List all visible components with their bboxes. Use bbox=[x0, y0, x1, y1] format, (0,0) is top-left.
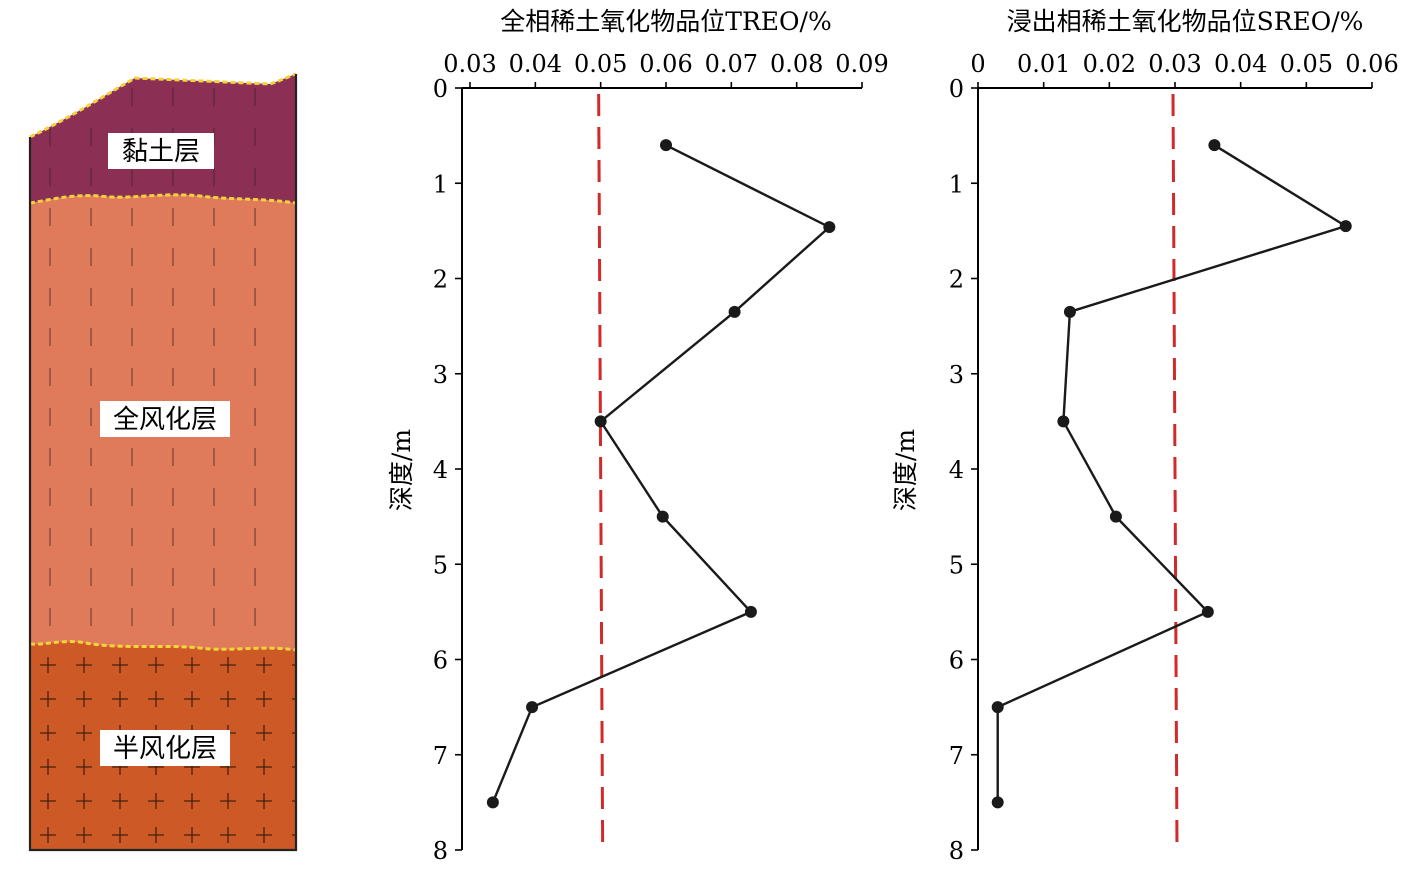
sreo-y-axis-label: 深度/m bbox=[891, 429, 920, 511]
fully-weathered-label-box bbox=[100, 401, 230, 437]
treo-data-point bbox=[656, 510, 669, 523]
treo-y-tick-label: 4 bbox=[433, 456, 448, 484]
treo-y-axis-label: 深度/m bbox=[387, 429, 416, 511]
treo-cutoff-line bbox=[597, 93, 605, 851]
weathering-profile: 黏土层 全风化层 半风化层 bbox=[28, 72, 298, 852]
sreo-data-point bbox=[1201, 605, 1214, 618]
treo-x-tick-label: 0.08 bbox=[770, 50, 823, 78]
treo-data-point bbox=[744, 605, 757, 618]
treo-data-point bbox=[660, 139, 672, 152]
treo-y-tick-label: 8 bbox=[433, 837, 448, 865]
sreo-y-tick-label: 7 bbox=[949, 742, 964, 770]
sreo-x-tick-label: 0.02 bbox=[1083, 50, 1136, 78]
surface-boundary-line bbox=[29, 72, 297, 139]
fully-weathered-layer-label: 全风化层 bbox=[113, 405, 217, 435]
treo-data-point bbox=[728, 305, 741, 318]
profile-outline bbox=[28, 74, 298, 852]
sreo-data-point bbox=[1339, 220, 1352, 233]
semi-weathered-layer-label: 半风化层 bbox=[113, 734, 217, 764]
sreo-y-tick-label: 6 bbox=[949, 647, 964, 675]
sreo-data-point bbox=[1063, 305, 1076, 318]
sreo-x-tick-label: 0.05 bbox=[1280, 50, 1333, 78]
sreo-x-tick-label: 0.06 bbox=[1345, 50, 1398, 78]
treo-x-tick-label: 0.03 bbox=[443, 50, 496, 78]
sreo-y-tick-label: 2 bbox=[949, 266, 964, 294]
treo-y-tick-label: 3 bbox=[433, 361, 448, 389]
treo-x-tick-label: 0.07 bbox=[705, 50, 758, 78]
clay-label-box bbox=[108, 133, 214, 169]
sreo-y-tick-label: 4 bbox=[949, 456, 964, 484]
treo-x-tick-label: 0.04 bbox=[509, 50, 562, 78]
sreo-depth-chart: 浸出相稀土氧化物品位SREO/% 0 0.01 0.02 0.03 0.04 0.05 0.0… bbox=[891, 7, 1399, 865]
treo-series-line bbox=[491, 144, 832, 803]
sreo-data-point bbox=[1109, 510, 1122, 523]
treo-chart-title: 全相稀土氧化物品位TREO/% bbox=[500, 7, 831, 36]
sreo-data-point bbox=[1208, 139, 1221, 152]
sreo-y-tick-label: 1 bbox=[949, 170, 964, 198]
clay-boundary-line bbox=[29, 193, 297, 205]
treo-y-tick-label: 1 bbox=[433, 170, 448, 198]
sreo-data-point bbox=[991, 796, 1004, 809]
sreo-chart-title: 浸出相稀土氧化物品位SREO/% bbox=[1007, 7, 1364, 36]
treo-data-point bbox=[594, 415, 607, 428]
treo-x-tick-label: 0.05 bbox=[574, 50, 627, 78]
treo-y-tick-label: 7 bbox=[433, 742, 448, 770]
sreo-y-tick-label: 3 bbox=[949, 361, 964, 389]
sreo-series-line bbox=[996, 144, 1349, 803]
treo-x-tick-label: 0.09 bbox=[835, 50, 888, 78]
treo-depth-chart: 全相稀土氧化物品位TREO/%0.03 0.04 0.05 0.06 0.07 0.08 0… bbox=[387, 7, 889, 865]
sreo-data-point bbox=[1057, 415, 1070, 428]
sreo-y-tick-label: 8 bbox=[949, 837, 964, 865]
treo-y-tick-label: 5 bbox=[433, 551, 448, 579]
sreo-x-tick-label: 0.03 bbox=[1148, 50, 1201, 78]
semi-weathered-label-box bbox=[100, 730, 230, 766]
sreo-x-tick-label: 0 bbox=[970, 50, 985, 78]
sreo-y-tick-label: 5 bbox=[949, 551, 964, 579]
treo-x-tick-label: 0.06 bbox=[639, 50, 692, 78]
sreo-y-tick-label: 0 bbox=[949, 75, 964, 103]
clay-layer-label: 黏土层 bbox=[122, 137, 200, 167]
treo-y-tick-label: 2 bbox=[433, 266, 448, 294]
sreo-x-tick-label: 0.01 bbox=[1017, 50, 1070, 78]
weathering-boundary-line bbox=[29, 640, 297, 652]
treo-data-point bbox=[823, 221, 836, 234]
treo-data-point bbox=[526, 701, 539, 714]
sreo-cutoff-line bbox=[1171, 93, 1179, 851]
treo-data-point bbox=[486, 796, 499, 809]
treo-y-tick-label: 6 bbox=[433, 647, 448, 675]
treo-y-tick-label: 0 bbox=[433, 75, 448, 103]
sreo-x-tick-label: 0.04 bbox=[1214, 50, 1267, 78]
sreo-data-point bbox=[991, 701, 1004, 714]
